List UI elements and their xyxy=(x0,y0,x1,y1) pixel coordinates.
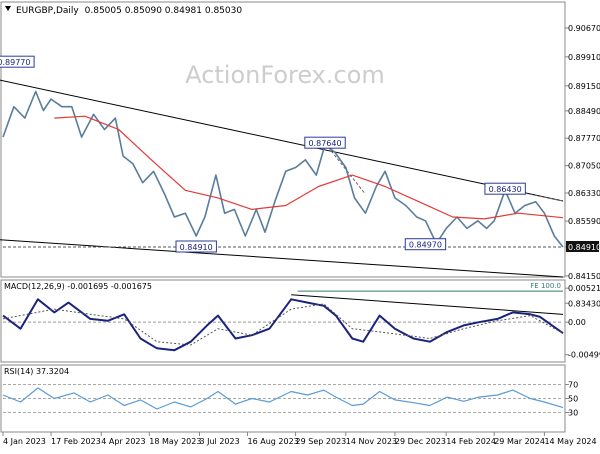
x-tick-label: 14 Nov 2023 xyxy=(346,437,397,446)
ohlc-label: 0.85005 0.85090 0.84981 0.85030 xyxy=(85,6,243,16)
rsi-y-tick-label: 70 xyxy=(568,381,578,390)
fe-level-label: FE 100.0 xyxy=(530,282,561,290)
price-annotation-label: 0.86430 xyxy=(489,185,522,194)
price-annotation-label: 0.87640 xyxy=(308,139,341,148)
instrument-label: EURGBP,Daily xyxy=(16,6,79,16)
price-y-tick-label: 0.88490 xyxy=(568,107,600,116)
x-tick-label: 16 Aug 2023 xyxy=(248,437,299,446)
last-price-label: 0.84910 xyxy=(568,243,600,252)
x-tick-label: 14 May 2024 xyxy=(544,437,596,446)
price-y-tick-label: 0.84150 xyxy=(568,272,600,281)
price-y-tick-label: 0.90670 xyxy=(568,24,600,33)
rsi-label: RSI(14) 37.3204 xyxy=(4,367,69,376)
price-y-tick-label: 0.85590 xyxy=(568,217,600,226)
macd-y-tick-label: -0.00499 xyxy=(568,351,600,360)
x-tick-label: 3 Jul 2023 xyxy=(199,437,239,446)
price-y-tick-label: 0.83430 xyxy=(568,299,600,308)
macd-label: MACD(12,26,9) -0.001695 -0.001675 xyxy=(4,282,152,291)
x-tick-label: 4 Apr 2023 xyxy=(101,437,145,446)
x-tick-label: 14 Feb 2024 xyxy=(446,437,496,446)
price-y-tick-label: 0.89150 xyxy=(568,82,600,91)
macd-y-tick-label: 0.00521 xyxy=(568,284,600,293)
price-y-tick-label: 0.87050 xyxy=(568,162,600,171)
price-y-tick-label: 0.87770 xyxy=(568,134,600,143)
rsi-y-tick-label: 50 xyxy=(568,395,578,404)
rsi-y-tick-label: 30 xyxy=(568,409,578,418)
macd-y-tick-label: 0.00 xyxy=(568,318,586,327)
x-tick-label: 29 Sep 2023 xyxy=(296,437,347,446)
x-tick-label: 17 Feb 2023 xyxy=(51,437,101,446)
x-tick-label: 29 Dec 2023 xyxy=(395,437,446,446)
price-annotation-label: 0.84970 xyxy=(409,241,442,250)
watermark-text: ActionForex.com xyxy=(185,61,385,89)
x-tick-label: 4 Jan 2023 xyxy=(3,437,46,446)
price-annotation-label: 0.89770 xyxy=(0,58,30,67)
x-tick-label: 18 May 2023 xyxy=(149,437,201,446)
price-y-tick-label: 0.89910 xyxy=(568,53,600,62)
price-y-tick-label: 0.86330 xyxy=(568,189,600,198)
chart-title: EURGBP,Daily 0.85005 0.85090 0.84981 0.8… xyxy=(16,6,242,16)
price-annotation-label: 0.84910 xyxy=(180,243,213,252)
x-tick-label: 29 Mar 2024 xyxy=(494,437,545,446)
